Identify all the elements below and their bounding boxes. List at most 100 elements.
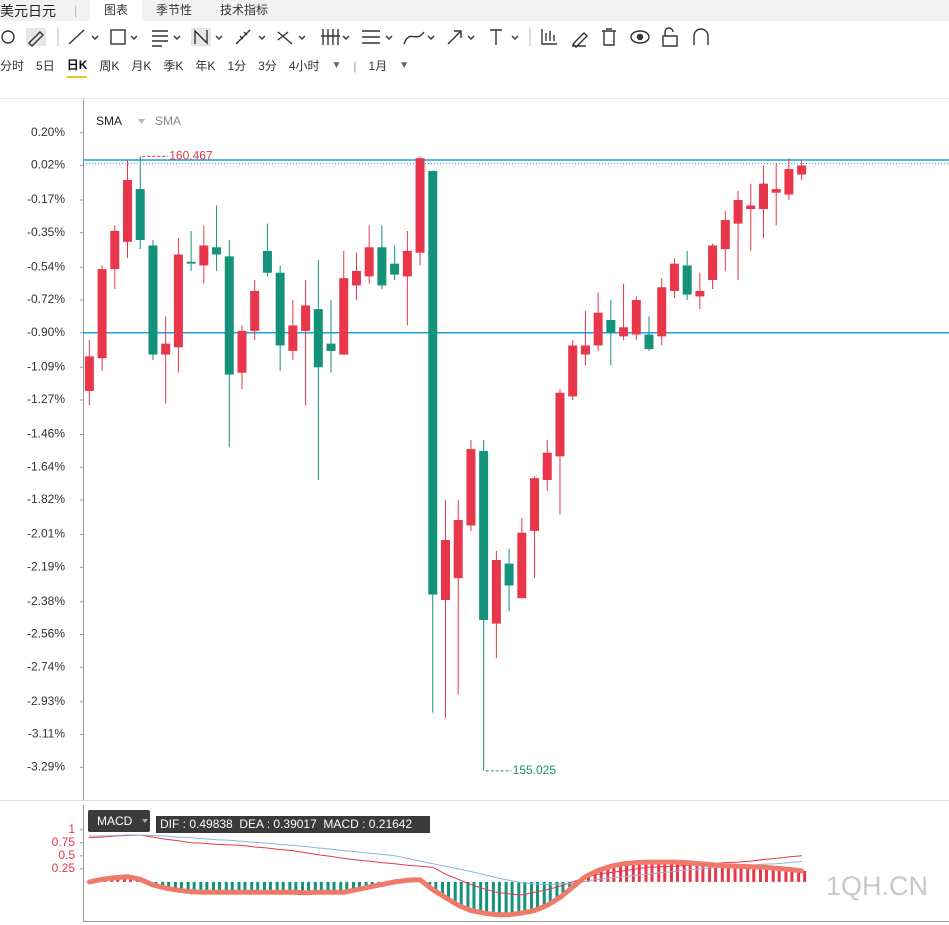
histogram-bar xyxy=(606,866,610,882)
candle-body xyxy=(377,247,387,286)
histogram-bar xyxy=(345,881,349,893)
indicator-name[interactable]: MACD xyxy=(97,814,133,828)
y-tick-label: -2.38% xyxy=(27,594,65,608)
period[interactable]: 周K xyxy=(99,59,120,73)
histogram-bar xyxy=(504,881,508,915)
histogram-bar xyxy=(205,881,209,893)
candle-body xyxy=(390,263,400,275)
tab[interactable]: 季节性 xyxy=(156,3,193,17)
candle-body xyxy=(708,245,718,280)
histogram-bar xyxy=(625,863,629,882)
histogram-bar xyxy=(301,881,305,893)
histogram-bar xyxy=(637,862,641,882)
histogram-bar xyxy=(612,866,616,882)
tool-icon[interactable] xyxy=(362,30,380,44)
tool-icon[interactable] xyxy=(235,29,251,45)
tool-icon[interactable] xyxy=(321,29,340,45)
period[interactable]: 季K xyxy=(163,59,184,73)
dropdown-arrow[interactable]: ▼ xyxy=(399,60,410,71)
tool-icon[interactable] xyxy=(1,30,15,44)
tool-icon[interactable] xyxy=(194,29,208,45)
histogram-bar xyxy=(739,866,743,882)
candle-body xyxy=(644,334,654,350)
y-tick-label: -0.35% xyxy=(27,225,65,239)
y-tick-label: 0.5 xyxy=(58,848,75,862)
tool-icon[interactable] xyxy=(447,30,462,45)
histogram-bar xyxy=(434,881,438,890)
histogram-bar xyxy=(568,881,572,888)
histogram-bar xyxy=(803,870,807,882)
tool-icon[interactable] xyxy=(630,30,650,44)
y-tick-label: 0.75 xyxy=(52,835,76,849)
period[interactable]: 5日 xyxy=(36,59,55,73)
histogram-bar xyxy=(695,863,699,882)
candle-body xyxy=(428,170,438,595)
tool-icon[interactable] xyxy=(403,31,425,45)
indicator-box[interactable] xyxy=(88,810,150,832)
tool-icon[interactable] xyxy=(152,30,168,47)
candle-body xyxy=(555,392,565,457)
candle-body xyxy=(568,345,578,397)
toolbar xyxy=(1,27,709,48)
dropdown-arrow xyxy=(142,819,148,823)
histogram-bar xyxy=(530,881,534,911)
candle-body xyxy=(746,205,756,210)
indicator-label[interactable]: SMA xyxy=(96,114,122,128)
y-tick-label: 0.02% xyxy=(31,158,65,172)
candle-body xyxy=(797,165,807,175)
histogram-bar xyxy=(459,881,463,906)
tool-arrow xyxy=(215,35,223,40)
period[interactable]: 日K xyxy=(66,56,88,78)
histogram-bar xyxy=(708,864,712,882)
low-label: 155.025 xyxy=(513,763,557,777)
tool-icon[interactable] xyxy=(490,29,502,45)
tool-icon[interactable] xyxy=(28,31,44,47)
histogram-bar xyxy=(733,866,737,882)
tool-arrow xyxy=(298,35,306,40)
tool-arrow xyxy=(427,35,435,40)
candle-body xyxy=(669,263,679,291)
tab[interactable]: 图表 xyxy=(90,0,143,21)
tab[interactable]: 技术指标 xyxy=(220,3,269,17)
tool-arrow xyxy=(130,35,138,40)
tool-icon[interactable] xyxy=(662,27,678,47)
histogram-bar xyxy=(797,870,801,882)
tool-icon[interactable] xyxy=(572,32,588,48)
dropdown-arrow[interactable]: ▼ xyxy=(331,60,342,71)
histogram-bar xyxy=(720,865,724,882)
period[interactable]: 3分 xyxy=(258,59,277,73)
tool-icon[interactable] xyxy=(541,29,557,45)
tool-icon[interactable] xyxy=(277,31,293,45)
histogram-bar xyxy=(262,881,266,893)
period[interactable]: 年K xyxy=(195,59,216,73)
histogram-bar xyxy=(714,864,718,882)
histogram-bar xyxy=(192,881,196,892)
histogram-bar xyxy=(510,881,514,915)
candle-body xyxy=(580,345,590,355)
tool-icon[interactable] xyxy=(602,28,616,46)
candle-body xyxy=(542,452,552,480)
period[interactable]: 1月 xyxy=(368,59,388,73)
indicator-label[interactable]: SMA xyxy=(155,114,181,128)
histogram-bar xyxy=(523,881,527,914)
histogram-bar xyxy=(326,881,330,893)
tool-arrow xyxy=(173,35,181,40)
candle-body xyxy=(758,183,768,210)
histogram-bar xyxy=(441,881,444,898)
histogram-bar xyxy=(351,881,355,890)
candle-body xyxy=(720,220,730,250)
histogram-bar xyxy=(218,881,222,893)
period[interactable]: 分时 xyxy=(0,59,25,73)
tool-icon[interactable] xyxy=(68,29,85,45)
tool-icon[interactable] xyxy=(693,28,709,45)
indicator-line xyxy=(88,834,803,896)
y-tick-label: -0.72% xyxy=(27,292,65,306)
period[interactable]: 月K xyxy=(131,59,152,73)
candle-body xyxy=(415,158,425,253)
high-label: 160.467 xyxy=(169,149,213,163)
period[interactable]: 4小时 xyxy=(288,59,320,73)
tool-icon[interactable] xyxy=(110,29,126,45)
candle-body xyxy=(237,330,247,373)
separator: | xyxy=(74,3,78,18)
period[interactable]: 1分 xyxy=(227,59,247,73)
